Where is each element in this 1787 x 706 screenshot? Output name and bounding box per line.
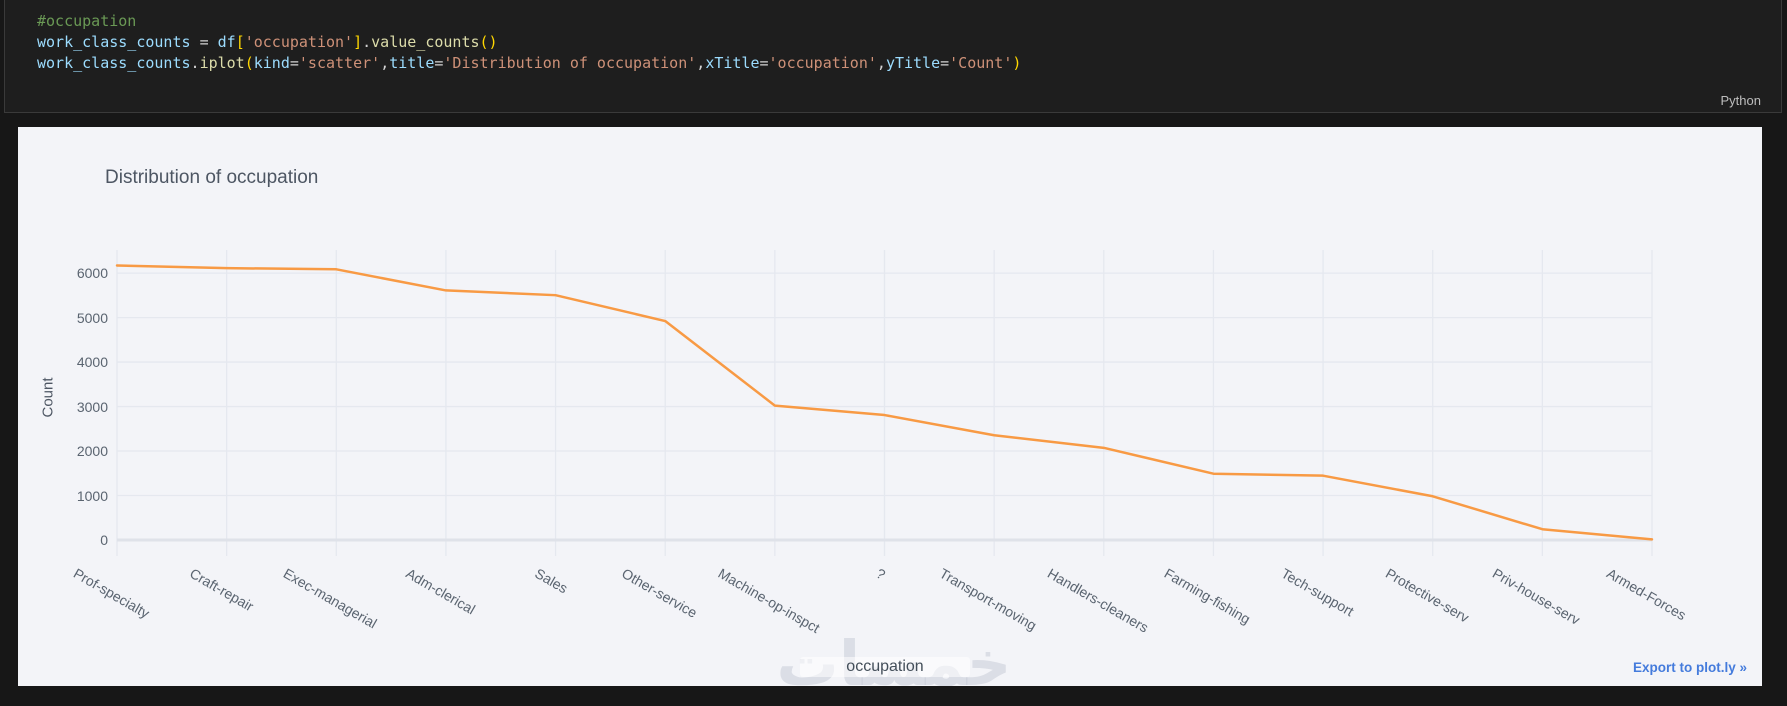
y-tick-label: 0 [100, 531, 108, 548]
y-tick-label: 3000 [76, 398, 108, 415]
code-line: work_class_counts = df['occupation'].val… [37, 33, 498, 51]
plotly-chart-output: Distribution of occupation Count 0 1000 20… [18, 127, 1762, 686]
chart-title: Distribution of occupation [105, 167, 319, 188]
y-tick-label: 5000 [76, 309, 108, 326]
notebook-code-cell[interactable]: #occupation work_class_counts = df['occup… [4, 0, 1782, 113]
y-tick-label: 6000 [76, 265, 108, 282]
plot-area[interactable] [18, 127, 1762, 686]
cell-language-label: Python [1720, 93, 1761, 108]
x-axis-title: occupation [800, 657, 970, 677]
y-tick-label: 2000 [76, 443, 108, 460]
code-line: #occupation [37, 12, 137, 30]
export-to-plotly-link[interactable]: Export to plot.ly » [1632, 660, 1747, 675]
code-line: work_class_counts.iplot(kind='scatter',t… [37, 54, 1022, 72]
y-tick-label: 1000 [76, 487, 108, 504]
y-tick-label: 4000 [76, 354, 108, 371]
data-line [115, 264, 1654, 541]
code-editor[interactable]: #occupation work_class_counts = df['occup… [5, 0, 1781, 74]
